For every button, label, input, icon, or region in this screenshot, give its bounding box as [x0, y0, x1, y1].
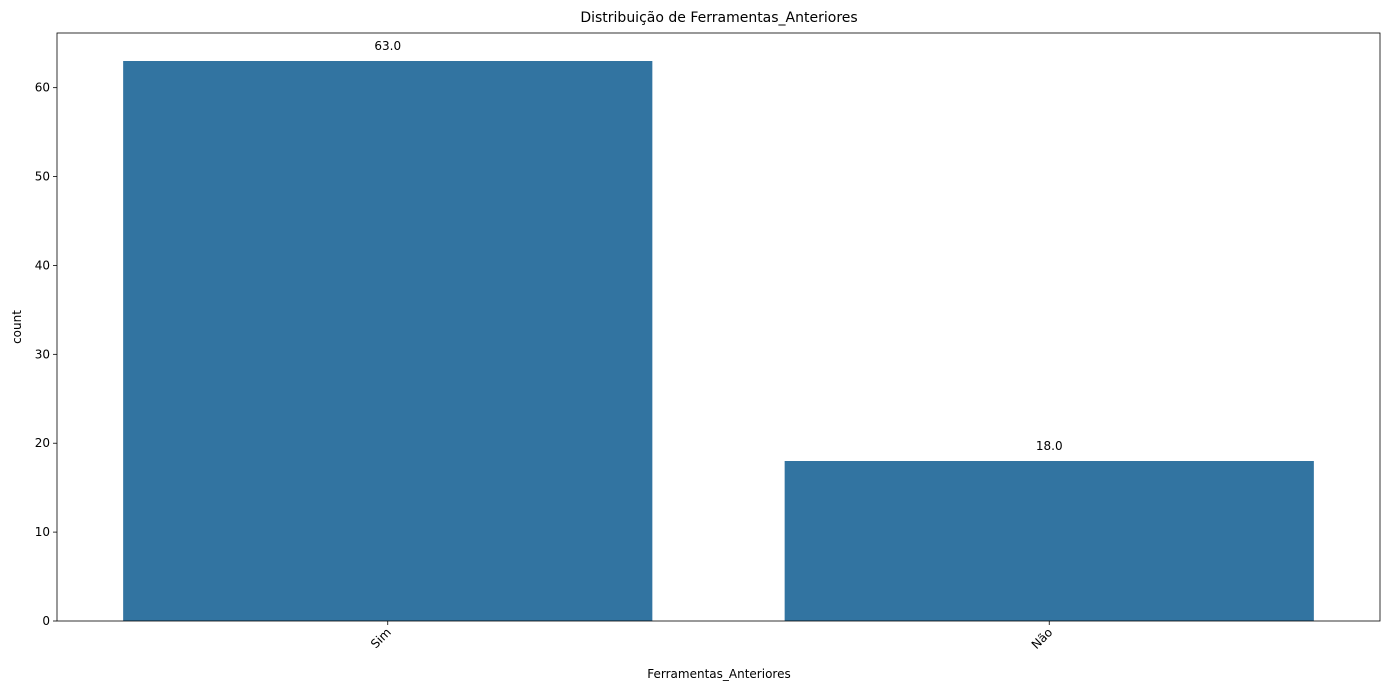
y-tick-label: 30: [35, 347, 50, 361]
chart-title: Distribuição de Ferramentas_Anteriores: [580, 10, 857, 26]
x-tick-label-sim: Sim: [368, 625, 394, 651]
bar-sim: [123, 61, 653, 621]
y-tick-label: 60: [35, 81, 50, 95]
y-tick-label: 10: [35, 525, 50, 539]
x-axis: Sim Não: [368, 621, 1055, 652]
y-tick-label: 0: [42, 614, 50, 628]
y-tick-label: 40: [35, 258, 50, 272]
data-label-sim: 63.0: [374, 39, 401, 53]
y-axis-title: count: [10, 310, 24, 344]
x-tick-label-nao: Não: [1029, 625, 1056, 652]
x-axis-title: Ferramentas_Anteriores: [647, 667, 790, 681]
y-axis: 0 10 20 30 40 50 60: [35, 81, 57, 628]
bar-nao: [784, 461, 1314, 621]
bars-group: [123, 61, 1314, 621]
y-tick-label: 50: [35, 170, 50, 184]
data-label-nao: 18.0: [1036, 439, 1063, 453]
y-tick-label: 20: [35, 436, 50, 450]
data-labels-group: 63.0 18.0: [374, 39, 1062, 453]
plot-frame: [56, 32, 1381, 622]
